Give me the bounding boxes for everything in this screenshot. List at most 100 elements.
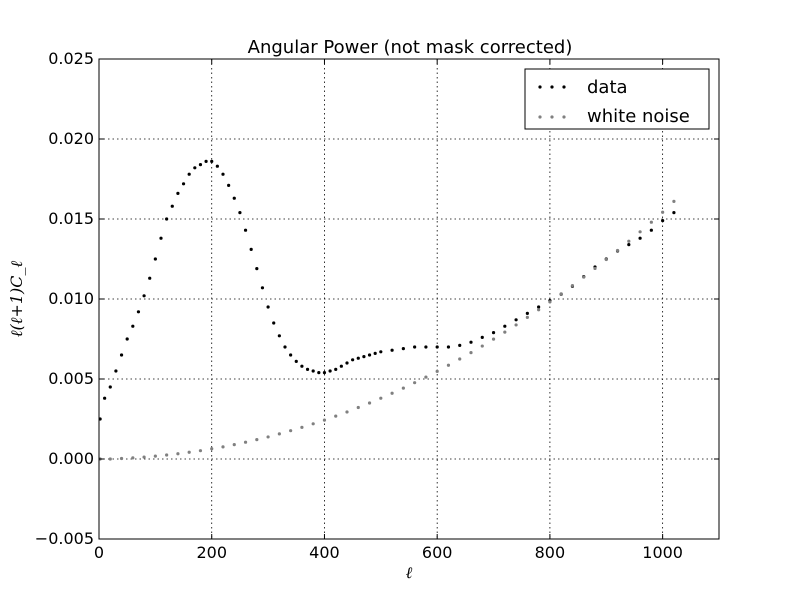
point-white-noise xyxy=(289,429,293,433)
legend-label-data: data xyxy=(587,77,628,98)
point-data xyxy=(672,211,676,215)
legend-markers xyxy=(538,85,566,119)
point-white-noise xyxy=(649,220,653,224)
point-data xyxy=(379,350,383,354)
point-data xyxy=(328,369,332,373)
point-data xyxy=(198,163,203,167)
point-white-noise xyxy=(469,351,473,355)
point-data xyxy=(373,351,377,355)
legend-marker xyxy=(538,115,542,119)
point-data xyxy=(243,228,248,232)
point-white-noise xyxy=(210,447,214,451)
y-tick-label: −0.005 xyxy=(35,529,94,548)
point-white-noise xyxy=(367,401,372,405)
point-data xyxy=(525,311,529,315)
point-data xyxy=(356,356,360,360)
scatter-points xyxy=(98,159,676,461)
point-data xyxy=(390,348,394,352)
point-white-noise xyxy=(300,425,304,429)
point-data xyxy=(469,340,473,344)
point-white-noise xyxy=(322,418,327,422)
point-data xyxy=(170,204,174,208)
point-white-noise xyxy=(627,239,631,243)
point-white-noise xyxy=(582,275,586,279)
point-data xyxy=(210,159,214,163)
point-white-noise xyxy=(142,455,146,459)
point-data xyxy=(255,267,259,271)
point-white-noise xyxy=(131,456,135,460)
legend-marker xyxy=(550,115,554,119)
x-tick-label: 600 xyxy=(422,543,453,562)
legend-marker xyxy=(550,85,554,89)
point-data xyxy=(334,367,338,371)
point-data xyxy=(283,345,287,349)
point-data xyxy=(503,324,507,328)
legend-box xyxy=(524,68,710,130)
point-white-noise xyxy=(615,248,620,253)
point-white-noise xyxy=(311,422,315,426)
point-white-noise xyxy=(604,257,608,262)
y-tick-label: 0.000 xyxy=(48,449,94,468)
point-data xyxy=(204,159,208,163)
point-white-noise xyxy=(153,454,157,458)
point-data xyxy=(249,247,253,251)
point-data xyxy=(345,361,349,365)
y-tick-label: 0.020 xyxy=(48,129,94,148)
point-white-noise xyxy=(255,438,259,442)
axis-ticks: 0 200 400 600 800 1000 −0.005 0.000 0.005 0.010 0.… xyxy=(35,49,719,562)
y-axis-label: ℓ(ℓ+1)C_ℓ xyxy=(7,261,26,338)
x-tick-label: 400 xyxy=(309,543,340,562)
point-data xyxy=(215,164,219,168)
point-data xyxy=(537,305,541,309)
x-tick-label: 0 xyxy=(94,543,104,562)
point-data xyxy=(446,345,451,349)
legend-label-white-noise: white noise xyxy=(587,106,690,127)
point-white-noise xyxy=(413,381,417,385)
x-tick-label: 800 xyxy=(535,543,566,562)
x-tick-label: 200 xyxy=(196,543,227,562)
point-data xyxy=(322,371,327,375)
point-data xyxy=(165,217,169,221)
point-data xyxy=(638,236,642,240)
y-tick-label: 0.005 xyxy=(48,369,94,388)
point-white-noise xyxy=(424,375,428,379)
point-white-noise xyxy=(277,432,281,436)
point-white-noise xyxy=(548,300,552,304)
point-data xyxy=(514,318,518,322)
point-white-noise xyxy=(537,308,541,312)
point-white-noise xyxy=(661,210,665,214)
point-data xyxy=(238,211,242,215)
point-data xyxy=(266,305,270,309)
point-white-noise xyxy=(345,410,349,414)
point-data xyxy=(272,321,276,325)
point-white-noise xyxy=(503,330,507,334)
point-data xyxy=(103,396,107,400)
point-data xyxy=(424,345,428,349)
point-white-noise xyxy=(435,369,439,373)
point-data xyxy=(260,286,265,290)
point-data xyxy=(458,343,462,347)
point-data xyxy=(649,228,653,232)
legend-marker xyxy=(562,85,566,89)
point-data xyxy=(142,294,146,298)
point-data xyxy=(661,219,665,223)
point-data xyxy=(227,183,231,187)
point-data xyxy=(108,385,112,389)
point-data xyxy=(401,347,405,351)
point-data xyxy=(480,335,484,339)
point-data xyxy=(131,324,135,328)
point-data xyxy=(317,371,321,375)
series-data xyxy=(98,159,676,421)
point-white-noise xyxy=(176,452,180,456)
point-white-noise xyxy=(390,391,394,395)
point-white-noise xyxy=(446,363,451,367)
point-white-noise xyxy=(672,199,676,203)
point-white-noise xyxy=(525,315,529,319)
point-data xyxy=(148,276,152,280)
y-tick-label: 0.010 xyxy=(48,289,94,308)
point-data xyxy=(125,337,129,341)
point-data xyxy=(367,353,372,357)
point-data xyxy=(351,358,355,362)
point-data xyxy=(187,172,191,176)
point-data xyxy=(491,331,496,335)
